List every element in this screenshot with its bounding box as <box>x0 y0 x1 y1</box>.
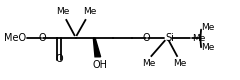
Text: O: O <box>55 54 63 64</box>
Text: O: O <box>39 33 46 43</box>
Text: OH: OH <box>93 60 108 70</box>
Text: Me: Me <box>83 7 96 16</box>
Text: O: O <box>143 33 150 43</box>
Text: Me: Me <box>173 59 186 68</box>
Text: Me: Me <box>202 23 215 32</box>
Text: Me: Me <box>192 34 206 42</box>
Text: MeO: MeO <box>4 33 26 43</box>
Polygon shape <box>93 38 101 57</box>
Text: Me: Me <box>142 59 155 68</box>
Text: Me: Me <box>56 7 70 16</box>
Text: Si: Si <box>165 33 174 43</box>
Text: Me: Me <box>202 44 215 52</box>
